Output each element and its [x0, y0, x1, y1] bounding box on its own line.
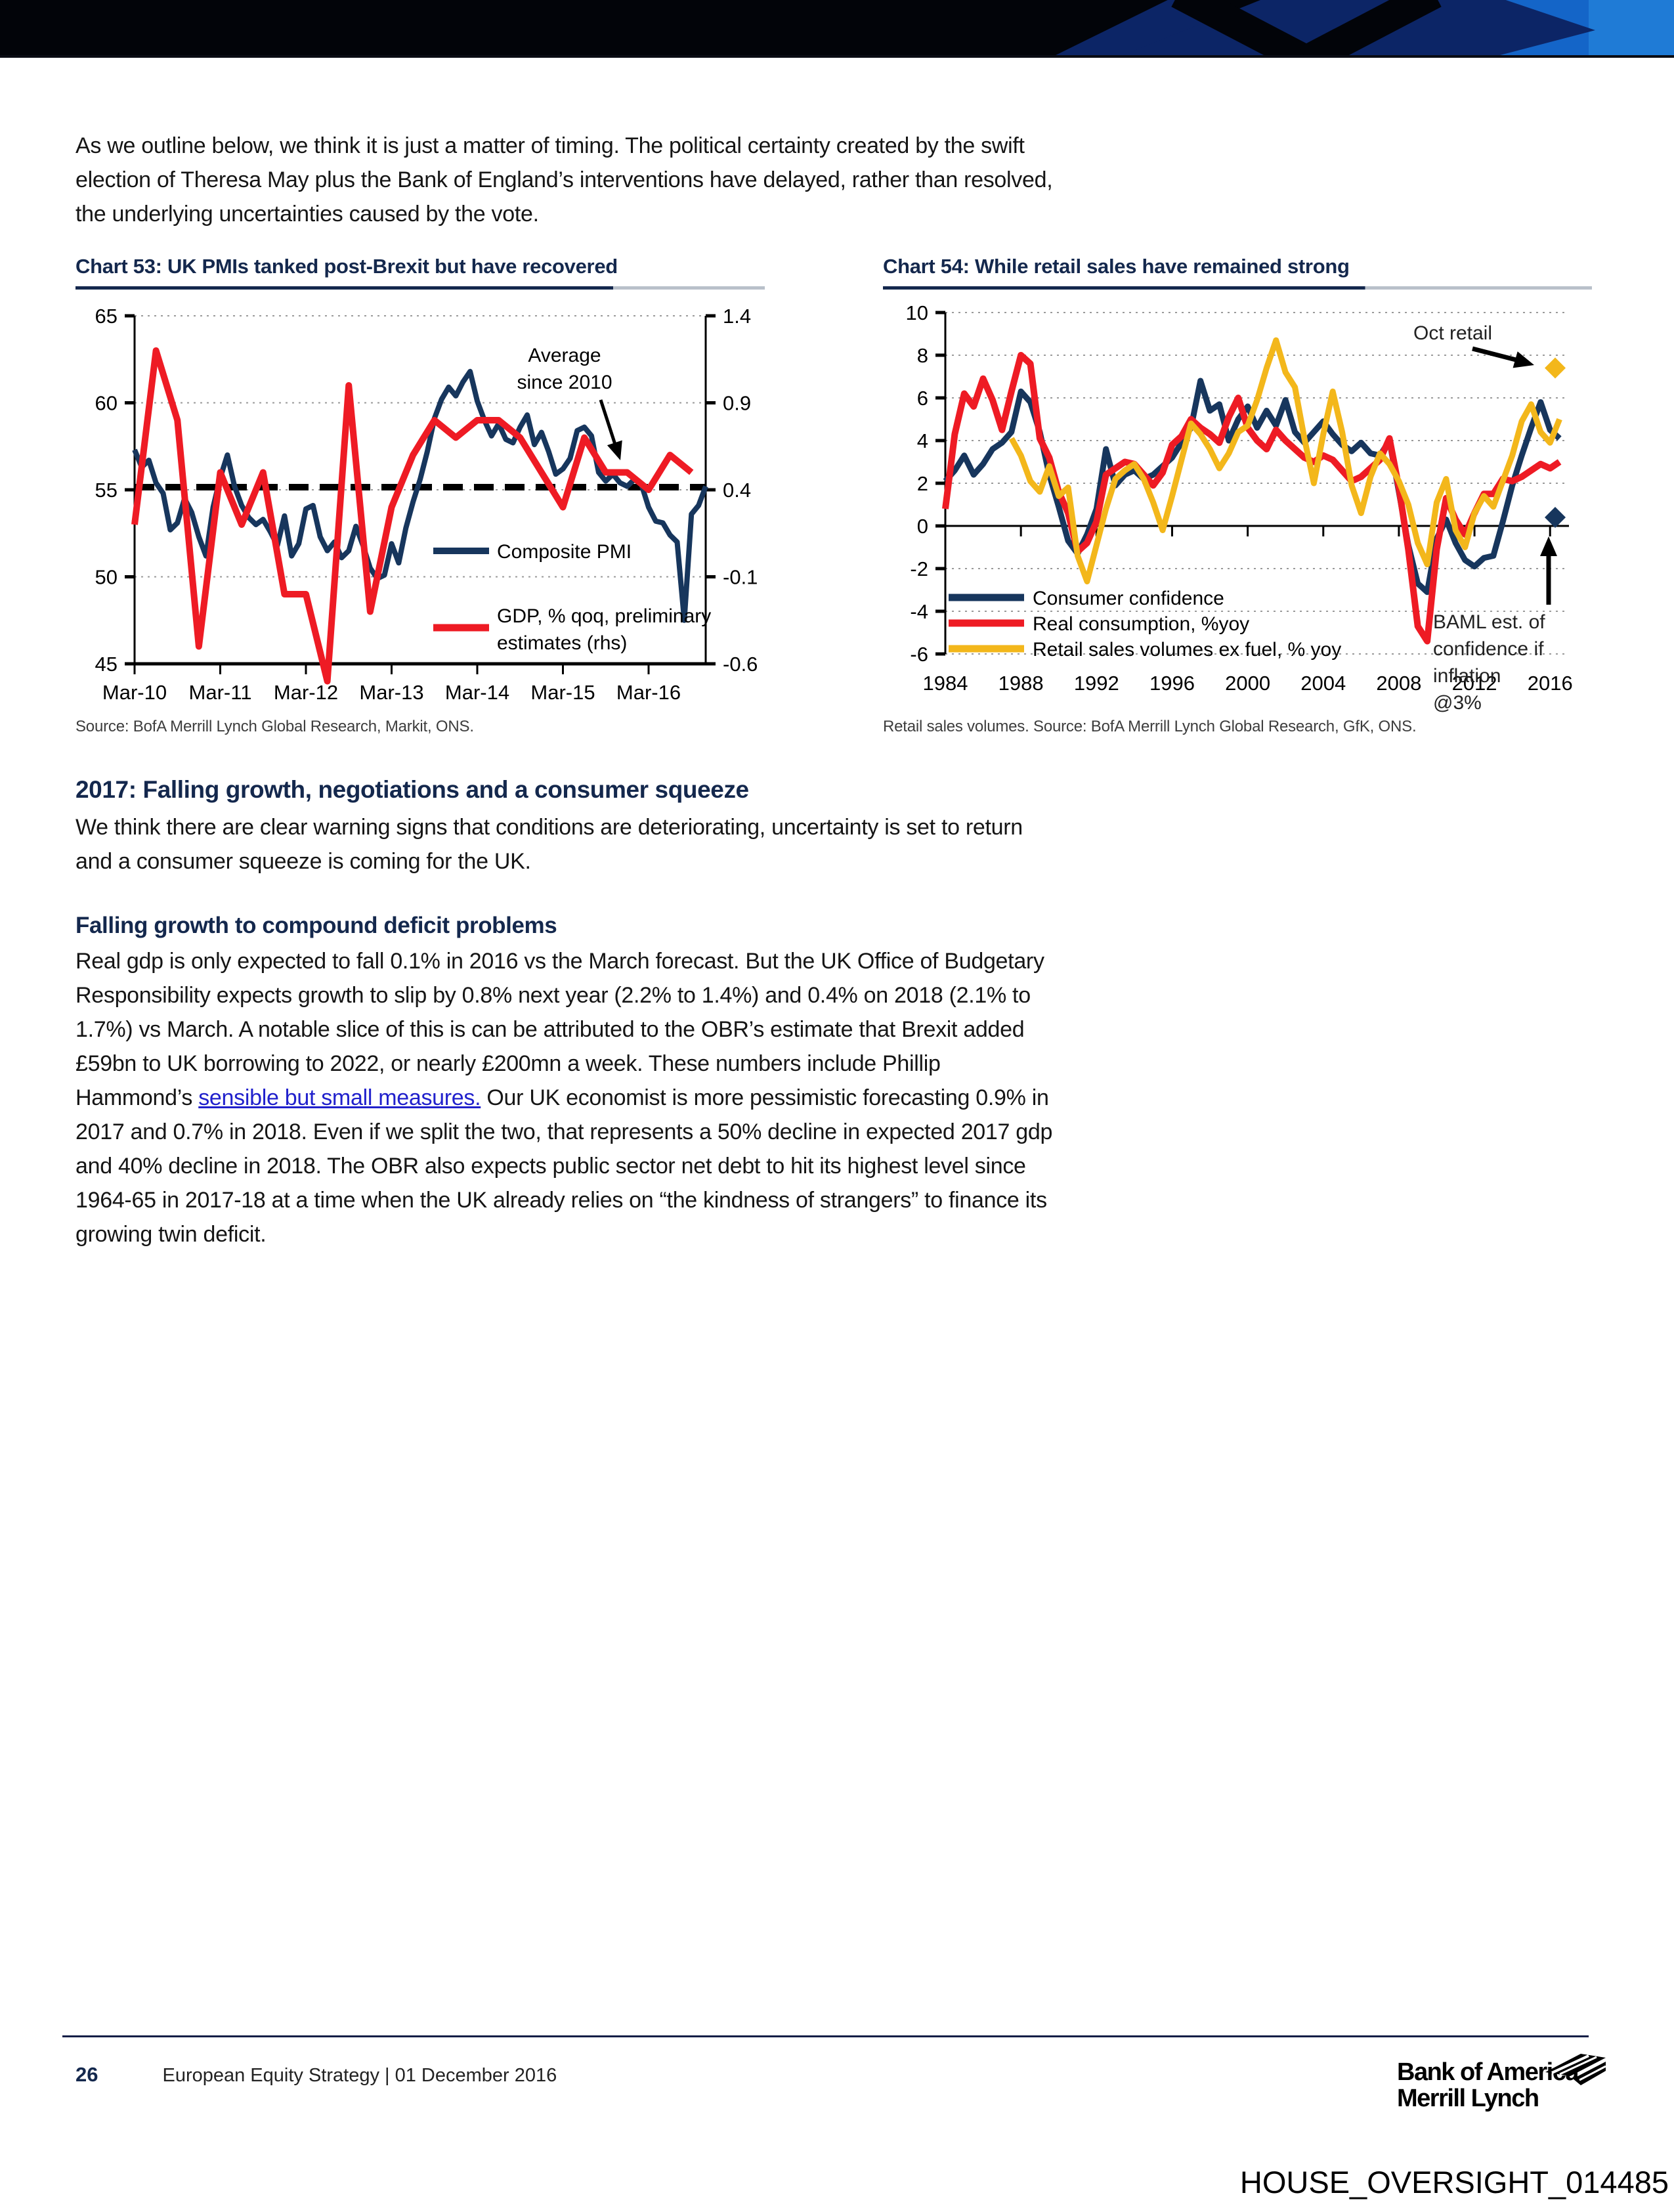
svg-text:1988: 1988: [998, 672, 1044, 695]
figures-row: Chart 53: UK PMIs tanked post-Brexit but…: [75, 255, 1592, 736]
svg-text:55: 55: [95, 479, 118, 502]
chart-53-source: Source: BofA Merrill Lynch Global Resear…: [75, 718, 474, 735]
svg-text:0.4: 0.4: [723, 479, 751, 502]
footer-rule: [62, 2035, 1589, 2037]
svg-text:Composite PMI: Composite PMI: [497, 541, 632, 563]
chart-54-title: Chart 54: While retail sales have remain…: [883, 255, 1350, 278]
svg-text:Mar-13: Mar-13: [359, 681, 423, 704]
svg-text:-0.1: -0.1: [723, 566, 758, 589]
svg-text:0.9: 0.9: [723, 392, 751, 415]
svg-text:Mar-15: Mar-15: [530, 681, 595, 704]
brand-name-line2: Merrill Lynch: [1397, 2085, 1539, 2112]
svg-text:1996: 1996: [1149, 672, 1195, 695]
svg-text:Mar-10: Mar-10: [102, 681, 167, 704]
chart-53-title: Chart 53: UK PMIs tanked post-Brexit but…: [75, 255, 618, 278]
svg-text:estimates (rhs): estimates (rhs): [497, 632, 627, 654]
svg-text:4: 4: [917, 429, 928, 452]
chart-54-plot: 10 8 6 4 2 0 -2 -4 -6 1984 1988 1992 1996 2000 2004 200…: [906, 301, 1573, 714]
svg-text:BAML est. of: BAML est. of: [1433, 611, 1545, 633]
svg-text:1.4: 1.4: [723, 305, 751, 328]
footer: 26 European Equity Strategy | 01 Decembe…: [75, 2063, 557, 2087]
section-falling-growth: Falling growth to compound deficit probl…: [75, 913, 1057, 1251]
svg-text:Consumer confidence: Consumer confidence: [1033, 588, 1224, 609]
page-number: 26: [75, 2063, 98, 2086]
svg-text:2: 2: [917, 472, 928, 495]
section-heading: 2017: Falling growth, negotiations and a…: [75, 776, 749, 803]
svg-text:since 2010: since 2010: [517, 372, 612, 393]
section-2017-outlook: 2017: Falling growth, negotiations and a…: [75, 776, 1057, 878]
document-id-watermark: HOUSE_OVERSIGHT_014485: [1239, 2165, 1669, 2200]
body-text-post-link: Our UK economist is more pessimistic for…: [75, 1085, 1053, 1247]
svg-text:Average: Average: [528, 345, 601, 366]
section-paragraph: We think there are clear warning signs t…: [75, 815, 1023, 874]
svg-text:2004: 2004: [1300, 672, 1346, 695]
svg-text:-4: -4: [910, 600, 928, 623]
svg-text:Retail sales volumes ex fuel,: Retail sales volumes ex fuel, % yoy: [1033, 639, 1341, 661]
svg-text:65: 65: [95, 305, 118, 328]
svg-text:60: 60: [95, 392, 118, 415]
svg-text:6: 6: [917, 387, 928, 410]
chart-54-source: Retail sales volumes. Source: BofA Merri…: [883, 718, 1417, 735]
svg-text:8: 8: [917, 344, 928, 367]
svg-text:Mar-12: Mar-12: [274, 681, 338, 704]
svg-text:-0.6: -0.6: [723, 653, 758, 676]
svg-text:Mar-16: Mar-16: [616, 681, 681, 704]
banner-graphic-icon: [0, 0, 1674, 74]
svg-text:inflation: inflation: [1433, 665, 1501, 687]
bofa-merrill-lynch-logo: Bank of America Merrill Lynch: [1397, 2054, 1606, 2112]
subsection-heading: Falling growth to compound deficit probl…: [75, 913, 557, 938]
svg-text:GDP, % qoq, preliminary: GDP, % qoq, preliminary: [497, 605, 711, 627]
svg-text:1992: 1992: [1074, 672, 1119, 695]
svg-text:50: 50: [95, 566, 118, 589]
svg-text:Mar-11: Mar-11: [189, 681, 252, 704]
svg-text:10: 10: [906, 301, 928, 324]
body-paragraph: Real gdp is only expected to fall 0.1% i…: [75, 944, 1057, 1251]
svg-text:2016: 2016: [1528, 672, 1573, 695]
svg-text:2008: 2008: [1376, 672, 1421, 695]
svg-text:45: 45: [95, 653, 118, 676]
svg-text:Oct retail: Oct retail: [1413, 322, 1492, 344]
svg-text:@3%: @3%: [1433, 692, 1482, 714]
chart-54-title-rule: [883, 286, 1592, 290]
svg-text:Mar-14: Mar-14: [445, 681, 509, 704]
svg-text:2012: 2012: [1452, 672, 1497, 695]
svg-text:confidence if: confidence if: [1433, 638, 1544, 660]
chart-53-title-rule: [75, 286, 765, 290]
svg-text:0: 0: [917, 515, 928, 538]
sensible-measures-link[interactable]: sensible but small measures.: [198, 1085, 481, 1110]
svg-text:1984: 1984: [923, 672, 968, 695]
document-title: European Equity Strategy | 01 December 2…: [162, 2065, 557, 2086]
chart-53-plot: 65 60 55 50 45 1.4 0.9 0.4 -0.1 -0.6 Mar-10 Mar-11 M…: [95, 305, 758, 704]
body-text-pre-link: Real gdp is only expected to fall 0.1% i…: [75, 949, 1044, 1110]
svg-text:-2: -2: [910, 557, 928, 580]
chart-54-figure: Chart 54: While retail sales have remain…: [883, 255, 1592, 736]
svg-text:-6: -6: [910, 643, 928, 666]
svg-text:Real consumption, %yoy: Real consumption, %yoy: [1033, 613, 1249, 635]
brand-banner: [0, 0, 1674, 74]
intro-paragraph: As we outline below, we think it is just…: [75, 133, 1053, 227]
svg-text:2000: 2000: [1225, 672, 1270, 695]
bofa-flag-icon: [1545, 2054, 1606, 2085]
chart-53-figure: Chart 53: UK PMIs tanked post-Brexit but…: [75, 255, 765, 736]
